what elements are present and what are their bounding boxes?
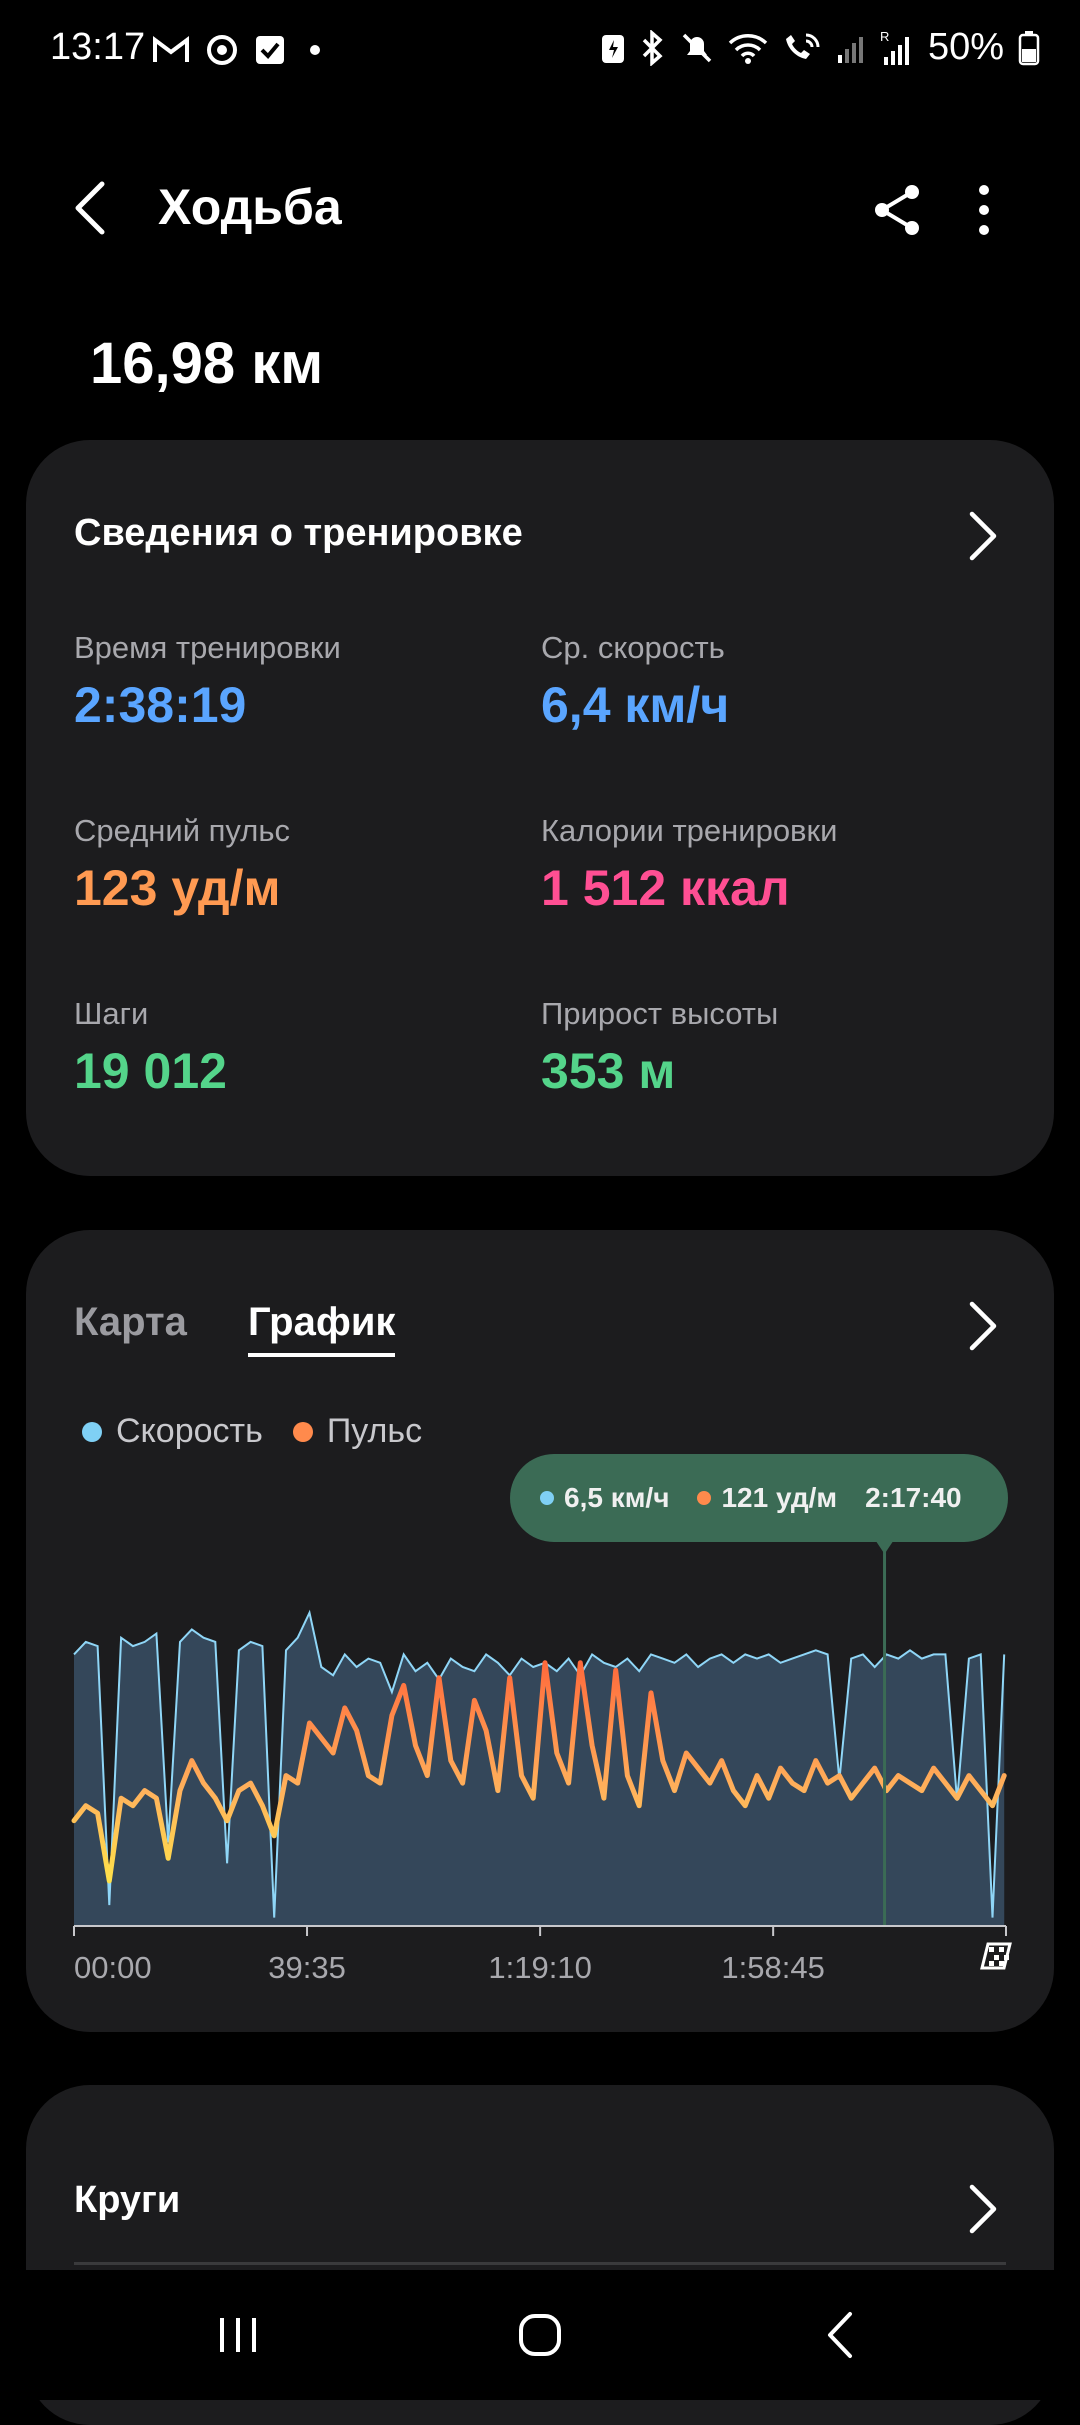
legend-pulse-label: Пульс	[326, 1412, 423, 1450]
speed-pulse-chart[interactable]: 00:00 39:35 1:19:10 1:58:45	[26, 1230, 1054, 2032]
stat-label: Калории тренировки	[541, 813, 838, 848]
status-bar: 13:17 R 50%	[0, 0, 1080, 100]
battery-saver-icon	[601, 34, 624, 63]
stat-elevation-gain: Прирост высоты 353 м	[541, 996, 778, 1100]
stat-value: 6,4 км/ч	[541, 677, 730, 733]
stat-value: 123 уд/м	[74, 860, 281, 916]
distance-total: 16,98 км	[90, 331, 324, 396]
stat-value: 19 012	[74, 1043, 227, 1099]
stat-label: Время тренировки	[74, 630, 341, 665]
stat-value: 1 512 ккал	[541, 860, 790, 916]
chart-tooltip: 6,5 км/ч 121 уд/м 2:17:40	[510, 1454, 1008, 1542]
stat-label: Ср. скорость	[541, 630, 725, 665]
tooltip-speed: 6,5 км/ч	[564, 1482, 670, 1513]
home-icon[interactable]	[500, 2300, 580, 2370]
notification-icons	[152, 30, 330, 70]
stat-avg-speed: Ср. скорость 6,4 км/ч	[541, 630, 729, 734]
chevron-right-icon[interactable]	[958, 506, 1008, 566]
tooltip-time: 2:17:40	[865, 1482, 962, 1513]
share-button[interactable]	[868, 180, 928, 240]
svg-text:R: R	[880, 29, 889, 44]
finish-flag-icon	[980, 1942, 1012, 1970]
tasks-icon	[256, 36, 284, 64]
workout-details-title: Сведения о тренировке	[74, 512, 523, 554]
tooltip-speed-dot	[540, 1491, 554, 1505]
battery-icon	[1018, 30, 1040, 65]
stat-workout-time: Время тренировки 2:38:19	[74, 630, 341, 734]
more-options-button[interactable]	[962, 180, 1006, 240]
tab-map[interactable]: Карта	[74, 1300, 187, 1344]
bluetooth-icon	[642, 29, 663, 66]
pulse-line	[71, 1660, 1007, 1884]
legend-pulse-dot	[292, 1421, 313, 1442]
tooltip-pulse-dot	[697, 1491, 712, 1505]
laps-divider	[74, 2262, 1006, 2265]
battery-percent: 50%	[927, 26, 1004, 68]
mute-icon	[682, 33, 712, 62]
roaming-signal-icon: R	[880, 29, 909, 65]
wifi-calling-icon	[785, 33, 820, 59]
stat-label: Шаги	[74, 996, 149, 1031]
stat-label: Прирост высоты	[541, 996, 779, 1031]
workout-details-card[interactable]: Сведения о тренировке Время тренировки 2…	[26, 440, 1054, 1176]
dot-icon	[310, 45, 320, 55]
stat-value: 2:38:19	[74, 677, 247, 733]
tooltip-pointer	[876, 1542, 893, 1554]
laps-title: Круги	[74, 2179, 181, 2221]
stat-steps: Шаги 19 012	[74, 996, 227, 1100]
gmail-icon	[153, 36, 189, 62]
stat-value: 353 м	[541, 1043, 676, 1099]
stat-avg-pulse: Средний пульс 123 уд/м	[74, 813, 290, 917]
back-icon[interactable]	[802, 2300, 882, 2370]
tooltip-pulse: 121 уд/м	[721, 1482, 838, 1513]
graph-card: Карта График Скорость Пульс 00:00 39:35 1:…	[26, 1230, 1054, 2032]
x-tick-label: 39:35	[268, 1950, 346, 1985]
speed-line	[73, 1609, 1006, 1918]
system-icons: R 50%	[600, 26, 1040, 69]
x-tick-label: 00:00	[74, 1950, 152, 1985]
chevron-right-icon[interactable]	[958, 1296, 1008, 1356]
x-tick-label: 1:58:45	[721, 1950, 824, 1985]
legend-speed-dot	[82, 1421, 102, 1442]
app-bar: Ходьба	[0, 150, 1080, 270]
stat-label: Средний пульс	[74, 813, 290, 848]
recents-icon[interactable]	[198, 2300, 278, 2370]
sync-icon	[207, 35, 237, 65]
page-title: Ходьба	[158, 179, 342, 235]
chevron-right-icon[interactable]	[958, 2179, 1008, 2239]
stat-calories: Калории тренировки 1 512 ккал	[541, 813, 837, 917]
wifi-icon	[728, 33, 768, 64]
tab-graph[interactable]: График	[248, 1300, 396, 1357]
legend-speed-label: Скорость	[116, 1412, 263, 1450]
status-time: 13:17	[50, 26, 146, 68]
signal-icon	[837, 36, 863, 63]
navigation-bar	[0, 2270, 1080, 2400]
chart-legend: Скорость Пульс	[82, 1412, 422, 1451]
x-tick-label: 1:19:10	[488, 1950, 591, 1985]
speed-area	[74, 1612, 1005, 1926]
back-button[interactable]	[60, 176, 124, 240]
